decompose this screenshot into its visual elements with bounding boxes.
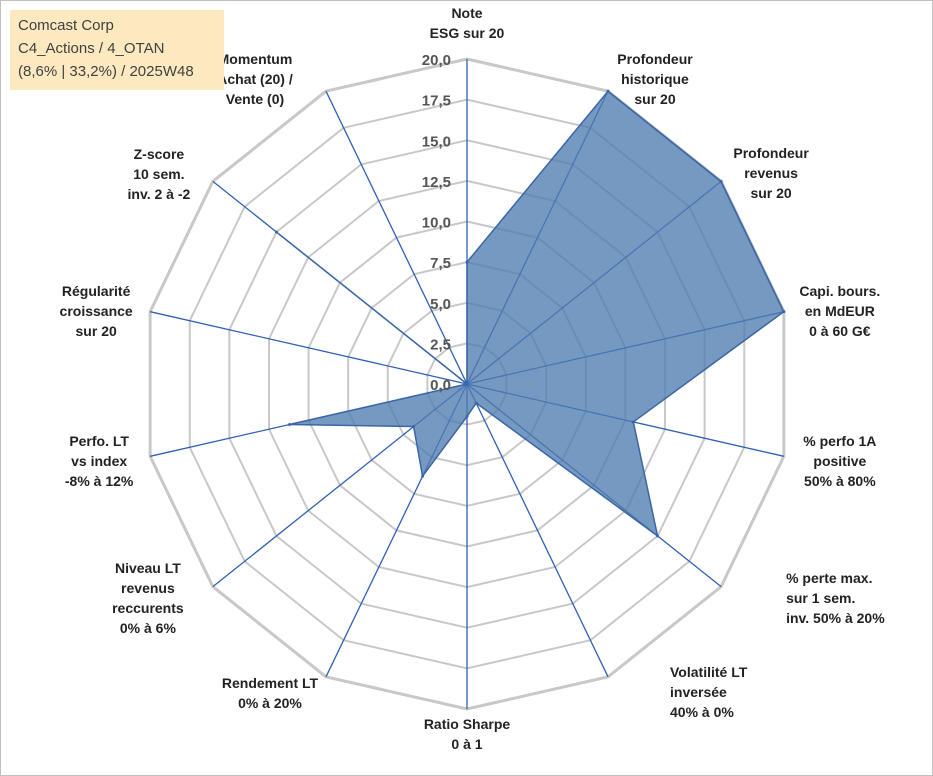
axis-label: Volatilité LT inversée 40% à 0%: [670, 664, 748, 720]
axis-label: Ratio Sharpe 0 à 1: [424, 716, 511, 752]
axis-label: Rendement LT 0% à 20%: [222, 675, 319, 711]
tick-label: 7,5: [430, 255, 451, 272]
data-point: [465, 382, 469, 386]
data-point: [412, 425, 416, 429]
axis-spoke: [150, 311, 468, 385]
tick-label: 5,0: [430, 296, 451, 313]
data-point: [782, 310, 786, 314]
data-point: [474, 401, 478, 405]
data-point: [274, 230, 278, 234]
tick-label: 10,0: [422, 215, 451, 232]
tick-label: 0,0: [430, 377, 451, 394]
data-point: [421, 474, 425, 478]
series-area: [275, 90, 785, 537]
performance-period: (8,6% | 33,2%) / 2025W48: [18, 63, 194, 80]
axis-label: Perfo. LT vs index -8% à 12%: [65, 433, 134, 489]
data-point: [465, 260, 469, 264]
axis-label: Z-score 10 sem. inv. 2 à -2: [128, 146, 191, 202]
axis-label: Profondeur revenus sur 20: [733, 145, 809, 201]
tick-label: 15,0: [422, 133, 451, 150]
axis-label: Note ESG sur 20: [430, 5, 505, 41]
portfolio-category: C4_Actions / 4_OTAN: [18, 40, 165, 57]
axis-spoke: [466, 383, 609, 678]
radar-tick-labels: 0,0 2,5 5,0 7,5 10,0 12,5 15,0 17,5 20,0: [422, 52, 451, 394]
axis-label: Momentum Achat (20) / Vente (0): [217, 51, 293, 107]
axis-label: Profondeur historique sur 20: [617, 51, 693, 107]
data-point: [719, 179, 723, 183]
tick-label: 20,0: [422, 52, 451, 69]
tick-label: 17,5: [422, 93, 451, 110]
axis-spoke: [325, 90, 468, 385]
radar-series: [274, 89, 786, 538]
axis-label: Capi. bours. en MdEUR 0 à 60 G€: [799, 283, 880, 339]
data-point: [656, 534, 660, 538]
radar-axis-labels: Note ESG sur 20 Profondeur historique sur 20…: [60, 5, 886, 752]
info-box: Comcast Corp C4_Actions / 4_OTAN (8,6% |…: [10, 10, 224, 90]
tick-label: 2,5: [430, 336, 451, 353]
axis-label: Niveau LT revenus reccurents 0% à 6%: [112, 560, 184, 636]
axis-label: % perte max. sur 1 sem. inv. 50% à 20%: [786, 570, 885, 626]
data-point: [606, 89, 610, 93]
axis-label: % perfo 1A positive 50% à 80%: [803, 433, 876, 489]
tick-label: 12,5: [422, 174, 451, 191]
axis-label: Régularité croissance sur 20: [60, 283, 133, 339]
data-point: [288, 422, 292, 426]
data-point: [465, 415, 469, 418]
company-name: Comcast Corp: [18, 17, 114, 34]
data-point: [631, 420, 635, 424]
